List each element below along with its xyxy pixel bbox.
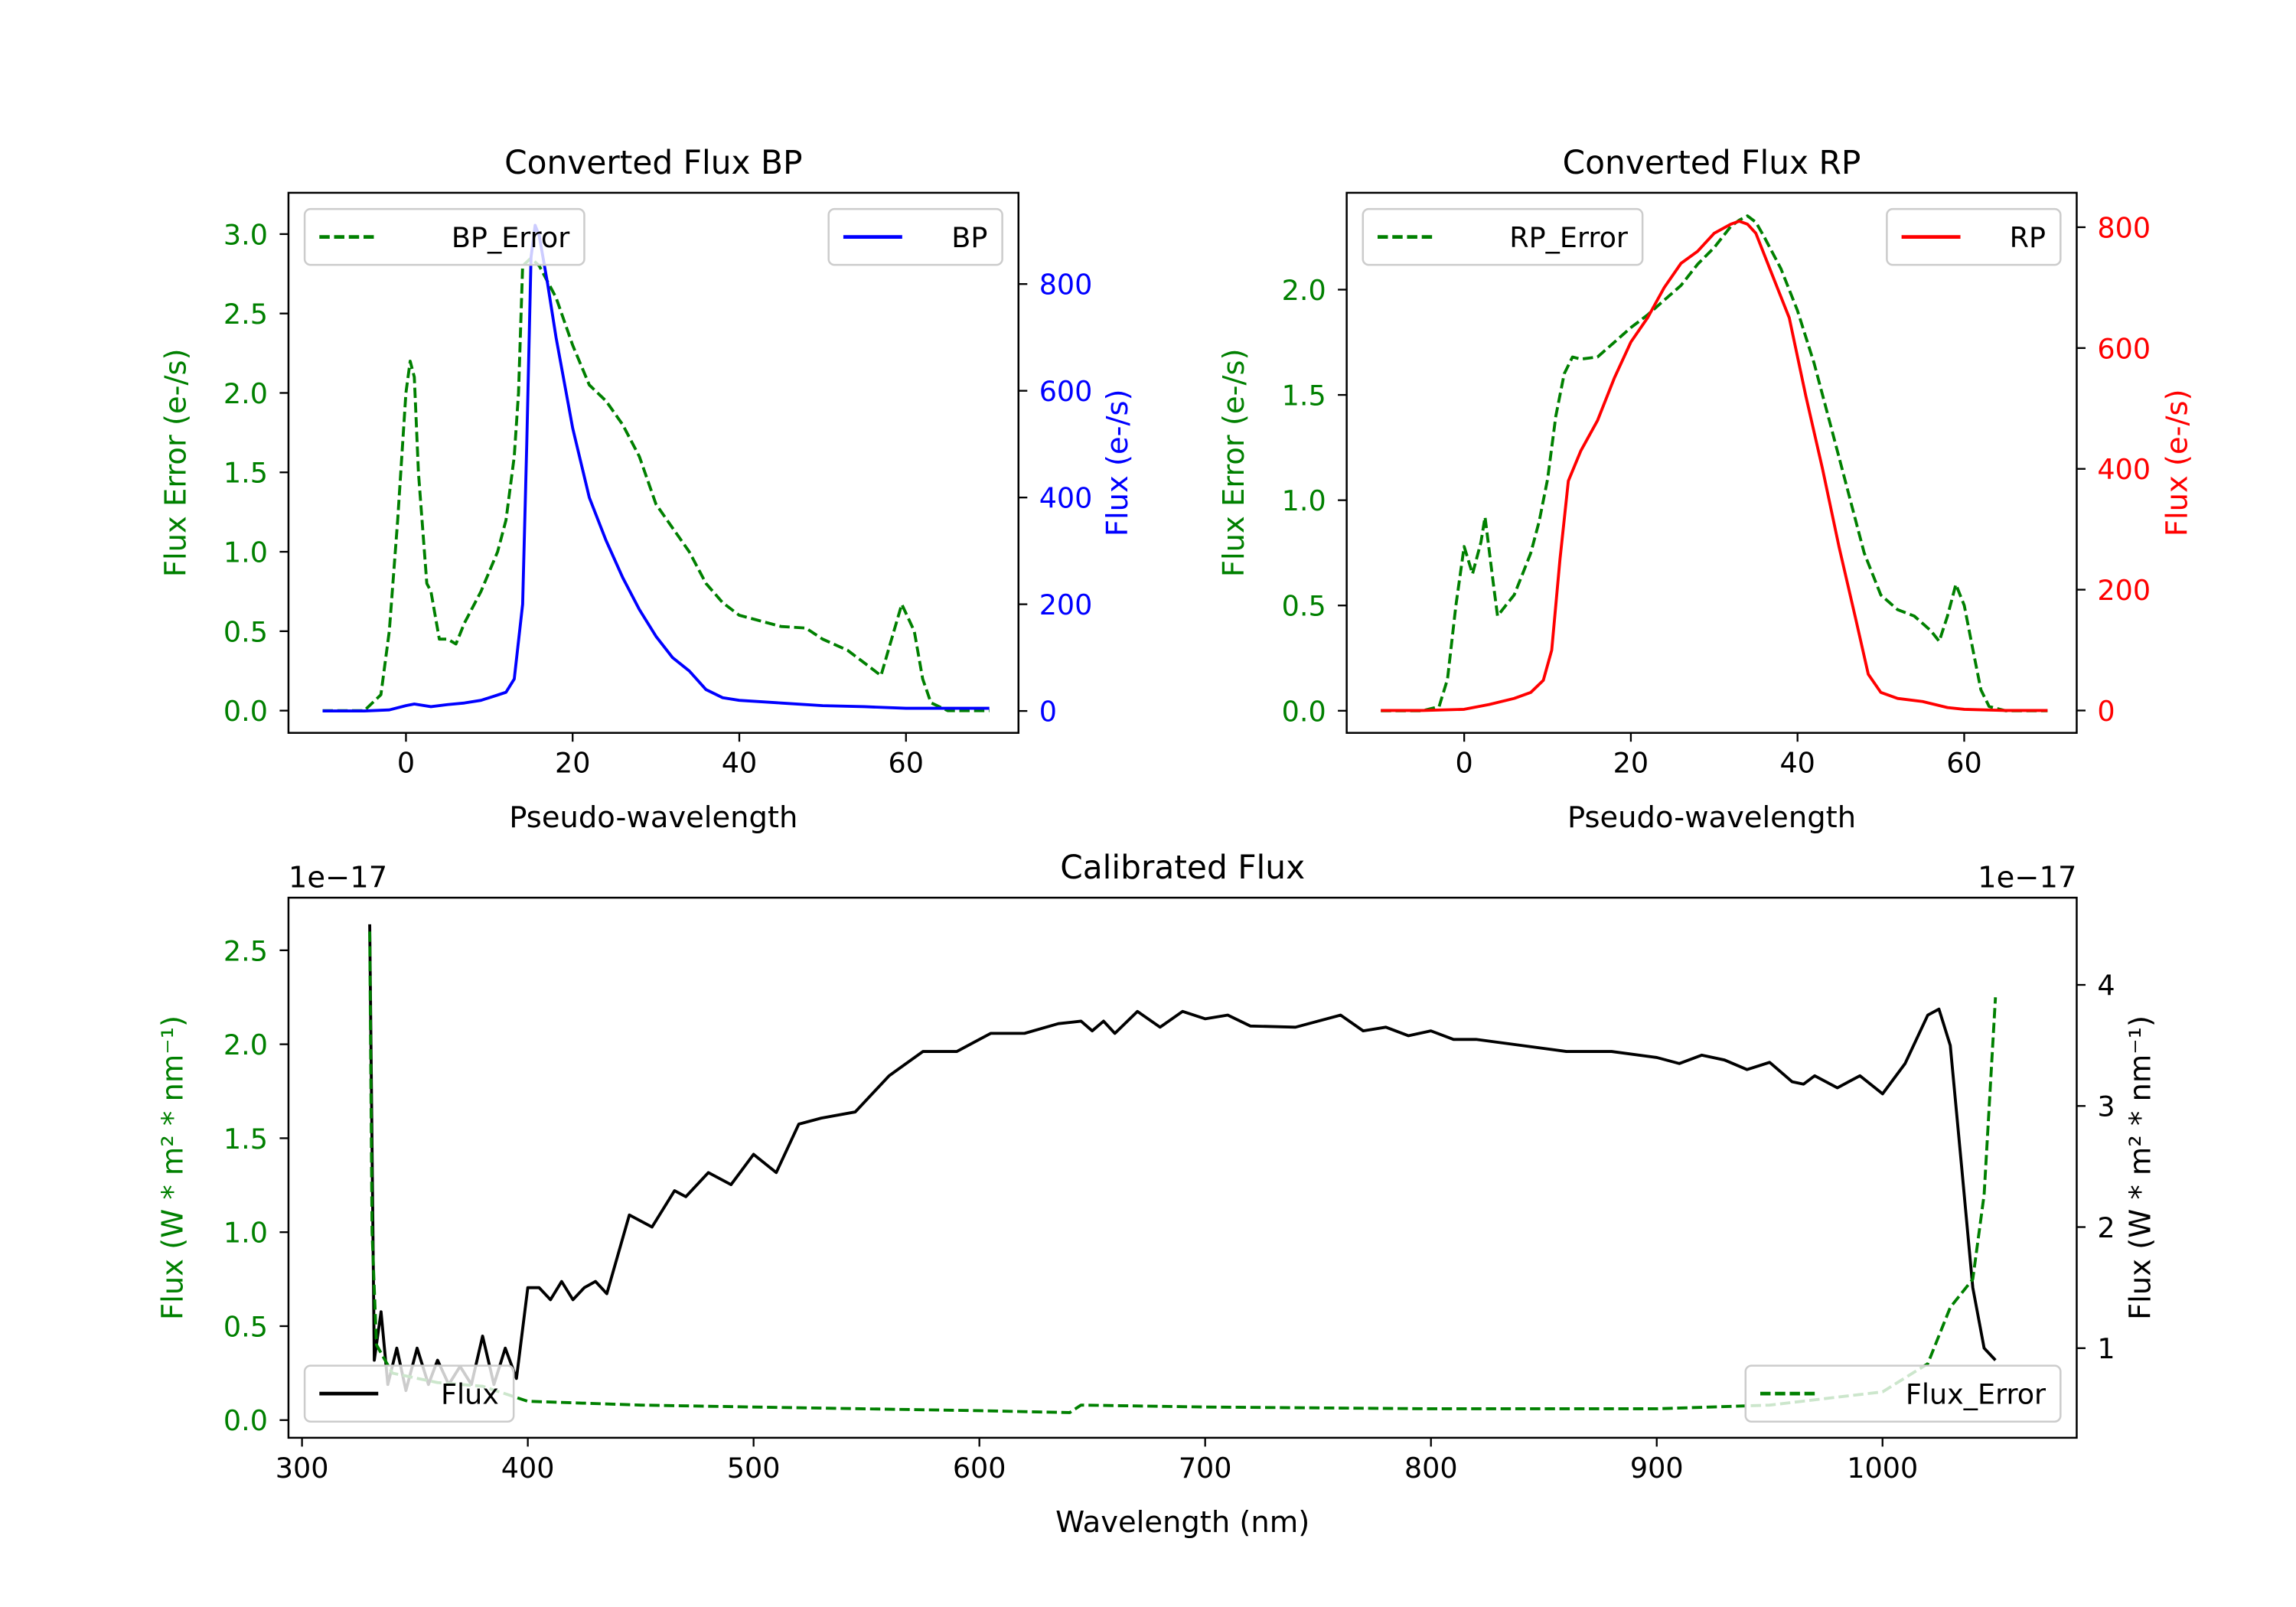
y-right-tick-label: 400 [2097,453,2151,486]
y-left-tick-label: 1.0 [1282,484,1326,517]
legend-box [1744,1364,2062,1423]
rp-panel: Converted Flux RP 0 20 40 60 Pseudo-wavelengt… [1217,144,2195,835]
y-right-axis-label: Flux (e-/s) [2161,389,2195,536]
legend-rp[interactable]: RP [1886,207,2062,266]
y-left-axis-label: Flux Error (e-/s) [158,348,193,577]
y-right-tick-label: 4 [2097,969,2115,1002]
x-tick-label: 700 [1179,1452,1232,1485]
y-left-tick-label: 2.0 [223,1028,268,1061]
x-tick-label: 0 [1456,747,1473,780]
y-left-offset-label: 1e−17 [289,861,387,895]
chart-title: Converted Flux RP [1563,144,1861,181]
y-left-tick-label: 1.5 [223,1123,268,1156]
legend-bp-error[interactable]: BP_Error [303,207,585,266]
y-right-tick-label: 600 [1039,375,1093,408]
legend-label: RP [2010,221,2046,254]
y-right-tick-label: 3 [2097,1090,2115,1123]
y-left-tick-label: 0.5 [223,615,268,648]
y-left-tick-label: 0.5 [223,1310,268,1343]
series-layer [322,223,990,712]
series-layer [368,924,1998,1414]
cal-panel: Calibrated Flux 300 400 500 600 700 800 900 1000… [155,849,2157,1540]
y-left-tick-label: 2.5 [223,298,268,331]
series-layer [1381,214,2048,712]
y-left-tick-label: 1.5 [1282,380,1326,412]
x-tick-label: 0 [397,747,415,780]
y-right-tick-label: 0 [1039,696,1057,729]
y-right-tick-label: 1 [2097,1332,2115,1365]
chart-title: Calibrated Flux [1060,849,1305,886]
x-tick-label: 800 [1404,1452,1458,1485]
legend-box [303,1364,515,1423]
legend-box [827,207,1003,266]
legend-box [1362,207,1644,266]
x-tick-label: 60 [889,747,924,780]
y-left-tick-label: 1.5 [223,457,268,490]
y-right-axis-label: Flux (W * m² * nm⁻¹) [2124,1015,2158,1320]
x-axis-label: Wavelength (nm) [1055,1505,1309,1540]
y-right-axis-label: Flux (e-/s) [1101,389,1135,536]
x-tick-label: 900 [1630,1452,1684,1485]
y-right-offset-label: 1e−17 [1978,861,2076,895]
y-left-tick-label: 2.5 [223,934,268,967]
legend-label: Flux_Error [1906,1378,2047,1411]
series-line-rp-error [1381,214,2048,712]
legend-label: BP [951,221,987,254]
y-left-tick-label: 2.0 [1282,274,1326,307]
x-tick-label: 600 [953,1452,1006,1485]
series-line-flux [368,924,1997,1393]
x-tick-label: 40 [1779,747,1815,780]
y-left-tick-label: 0.0 [223,1404,268,1437]
bp-panel: Converted Flux BP 0 20 40 60 Pseudo-wavelengt… [158,144,1135,835]
y-left-tick-label: 3.0 [223,218,268,251]
y-right-tick-label: 0 [2097,695,2115,728]
x-tick-label: 60 [1946,747,1981,780]
legend-flux[interactable]: Flux [303,1364,515,1423]
y-left-tick-label: 1.0 [223,1217,268,1250]
x-tick-label: 1000 [1847,1452,1918,1485]
legend-box [1886,207,2062,266]
y-left-tick-label: 1.0 [223,536,268,569]
x-tick-label: 400 [501,1452,555,1485]
y-left-axis-label: Flux Error (e-/s) [1217,348,1251,577]
plot-frame [1345,191,2078,734]
y-right-tick-label: 800 [1039,269,1093,302]
legend-box [303,207,585,266]
plot-frame [287,191,1020,734]
x-tick-label: 40 [722,747,757,780]
y-left-tick-label: 0.0 [223,695,268,728]
series-line-rp [1381,220,2048,712]
chart-title: Converted Flux BP [504,144,802,181]
x-tick-label: 300 [276,1452,329,1485]
legend-label: Flux [441,1378,499,1411]
y-left-tick-label: 0.0 [1282,695,1326,728]
series-line-flux-error [368,931,1998,1414]
y-left-tick-label: 0.5 [1282,590,1326,623]
plot-frame [287,896,2078,1439]
legend-label: RP_Error [1509,221,1629,254]
y-right-tick-label: 200 [1039,588,1093,621]
legend-label: BP_Error [452,221,570,254]
legend-rp-error[interactable]: RP_Error [1362,207,1644,266]
x-tick-label: 20 [1613,747,1649,780]
x-axis-label: Pseudo-wavelength [1567,800,1856,835]
legend-flux-error[interactable]: Flux_Error [1744,1364,2062,1423]
y-right-tick-label: 600 [2097,332,2151,365]
y-right-tick-label: 400 [1039,482,1093,515]
legend-bp[interactable]: BP [827,207,1003,266]
series-line-bp-error [322,256,990,712]
y-right-tick-label: 200 [2097,574,2151,607]
x-tick-label: 20 [555,747,590,780]
x-tick-label: 500 [727,1452,781,1485]
y-right-tick-label: 2 [2097,1211,2115,1244]
x-axis-label: Pseudo-wavelength [509,800,797,835]
y-left-tick-label: 2.0 [223,377,268,410]
y-left-axis-label: Flux (W * m² * nm⁻¹) [155,1015,190,1320]
y-right-tick-label: 800 [2097,211,2151,244]
series-line-bp [322,223,990,712]
